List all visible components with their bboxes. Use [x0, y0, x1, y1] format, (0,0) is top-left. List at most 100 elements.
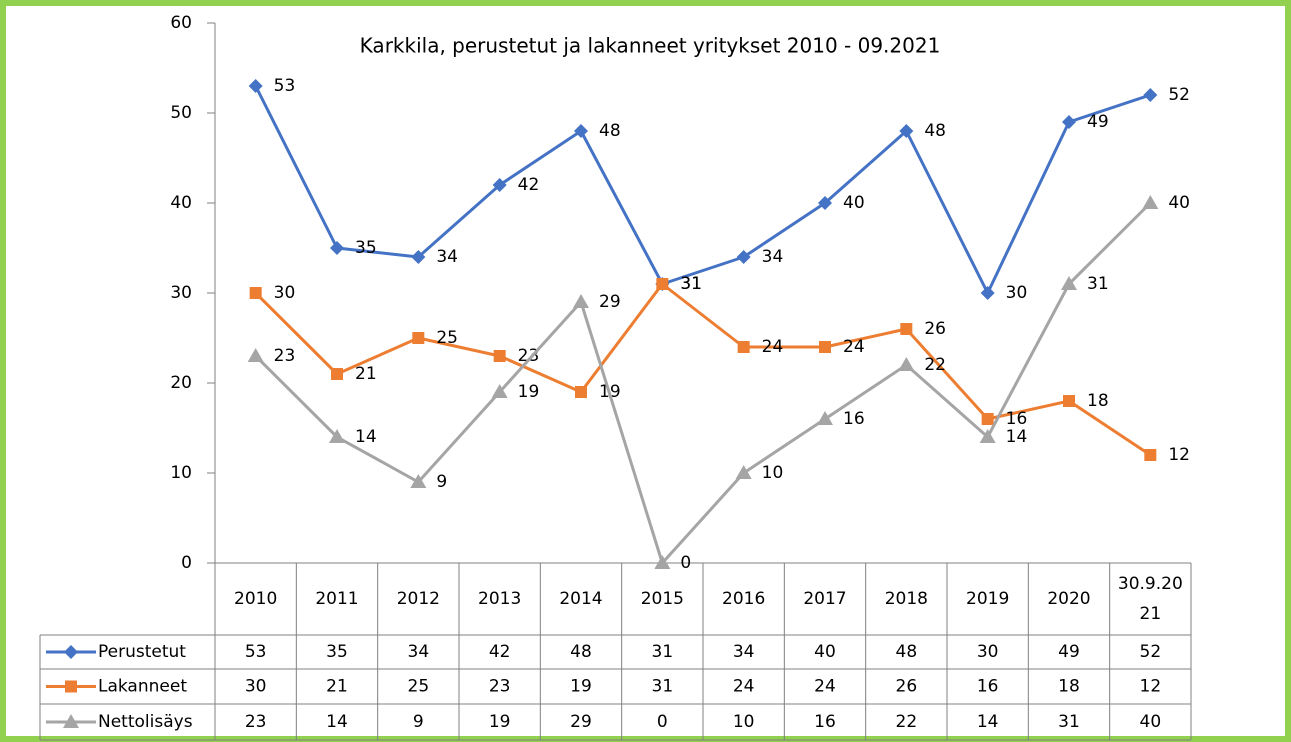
marker [1144, 449, 1157, 461]
marker [410, 474, 427, 488]
data-label: 31 [1087, 274, 1109, 294]
legend-marker [63, 714, 79, 728]
marker [329, 429, 345, 443]
marker [411, 250, 426, 264]
table-cell: 16 [977, 677, 999, 697]
marker [412, 332, 425, 344]
marker [980, 286, 995, 300]
x-tick-label: 2019 [966, 589, 1010, 609]
marker [817, 411, 833, 425]
y-tick-label: 40 [170, 193, 192, 213]
x-tick-label: 2013 [478, 589, 522, 609]
data-label: 12 [1168, 445, 1190, 465]
marker [1142, 195, 1159, 209]
marker [737, 341, 750, 353]
data-label: 25 [436, 328, 458, 348]
y-tick-label: 50 [170, 103, 192, 123]
marker [574, 124, 588, 138]
data-label: 24 [843, 337, 865, 357]
data-label: 42 [518, 175, 540, 195]
legend-label: Nettolisäys [98, 712, 193, 732]
series-line [254, 282, 1152, 457]
table-cell: 30 [245, 677, 267, 697]
x-tick-label: 2014 [559, 589, 603, 609]
marker [493, 350, 506, 362]
data-label: 26 [924, 319, 946, 339]
data-label: 34 [762, 247, 784, 267]
table-cell: 10 [733, 712, 755, 732]
data-label: 48 [924, 121, 946, 141]
table-cell: 23 [245, 712, 267, 732]
y-tick-label: 0 [181, 553, 192, 573]
table-cell: 40 [1140, 712, 1162, 732]
data-label: 0 [680, 553, 691, 573]
table-cell: 19 [570, 677, 592, 697]
marker [575, 386, 587, 398]
data-label: 18 [1087, 391, 1109, 411]
x-tick-label: 2016 [722, 589, 766, 609]
table-cell: 29 [570, 712, 592, 732]
data-label: 31 [680, 274, 702, 294]
data-label: 14 [355, 427, 377, 447]
table-cell: 34 [408, 642, 430, 662]
data-label: 53 [274, 76, 296, 96]
table-cell: 23 [489, 677, 511, 697]
data-label: 30 [274, 283, 296, 303]
x-tick-label: 2020 [1047, 589, 1091, 609]
marker [819, 341, 831, 353]
y-tick-label: 30 [170, 283, 192, 303]
table-cell: 24 [814, 677, 836, 697]
data-label: 48 [599, 121, 621, 141]
data-label: 40 [843, 193, 865, 213]
marker [331, 368, 343, 380]
table-cell: 42 [489, 642, 511, 662]
marker [1061, 276, 1077, 290]
marker [247, 348, 264, 362]
table-cell: 25 [408, 677, 430, 697]
x-tick-label: 2011 [315, 589, 359, 609]
marker [979, 429, 996, 443]
x-tick-label: 30.9.2021 [1117, 574, 1183, 624]
legend-label: Lakanneet [98, 677, 187, 697]
data-label: 35 [355, 238, 377, 258]
marker [330, 241, 344, 255]
marker [654, 555, 671, 569]
table-cell: 53 [245, 642, 267, 662]
data-label: 22 [924, 355, 946, 375]
table-cell: 31 [652, 677, 674, 697]
table-cell: 26 [896, 677, 918, 697]
x-tick-label: 2015 [640, 589, 684, 609]
data-label: 21 [355, 364, 377, 384]
table-cell: 30 [977, 642, 999, 662]
legend-marker [64, 645, 78, 659]
y-tick-label: 60 [170, 13, 192, 33]
table-cell: 48 [896, 642, 918, 662]
marker [656, 278, 669, 290]
marker [899, 124, 914, 138]
table-cell: 14 [977, 712, 999, 732]
data-label: 14 [1006, 427, 1028, 447]
legend-marker [65, 680, 77, 693]
table-cell: 49 [1058, 642, 1080, 662]
data-label: 23 [518, 346, 540, 366]
table-cell: 18 [1058, 677, 1080, 697]
table-cell: 48 [570, 642, 592, 662]
series-line [254, 201, 1152, 565]
marker [898, 357, 915, 371]
table-cell: 31 [1058, 712, 1080, 732]
data-label: 29 [599, 292, 621, 312]
marker [573, 294, 589, 308]
data-label: 9 [436, 472, 447, 492]
y-tick-label: 10 [170, 463, 192, 483]
data-label: 49 [1087, 112, 1109, 132]
x-tick-label: 2017 [803, 589, 847, 609]
table-cell: 14 [326, 712, 348, 732]
table-cell: 24 [733, 677, 755, 697]
table-cell: 16 [814, 712, 836, 732]
data-label: 52 [1168, 85, 1190, 105]
data-label: 16 [1006, 409, 1028, 429]
data-label: 19 [518, 382, 540, 402]
marker [492, 178, 507, 192]
